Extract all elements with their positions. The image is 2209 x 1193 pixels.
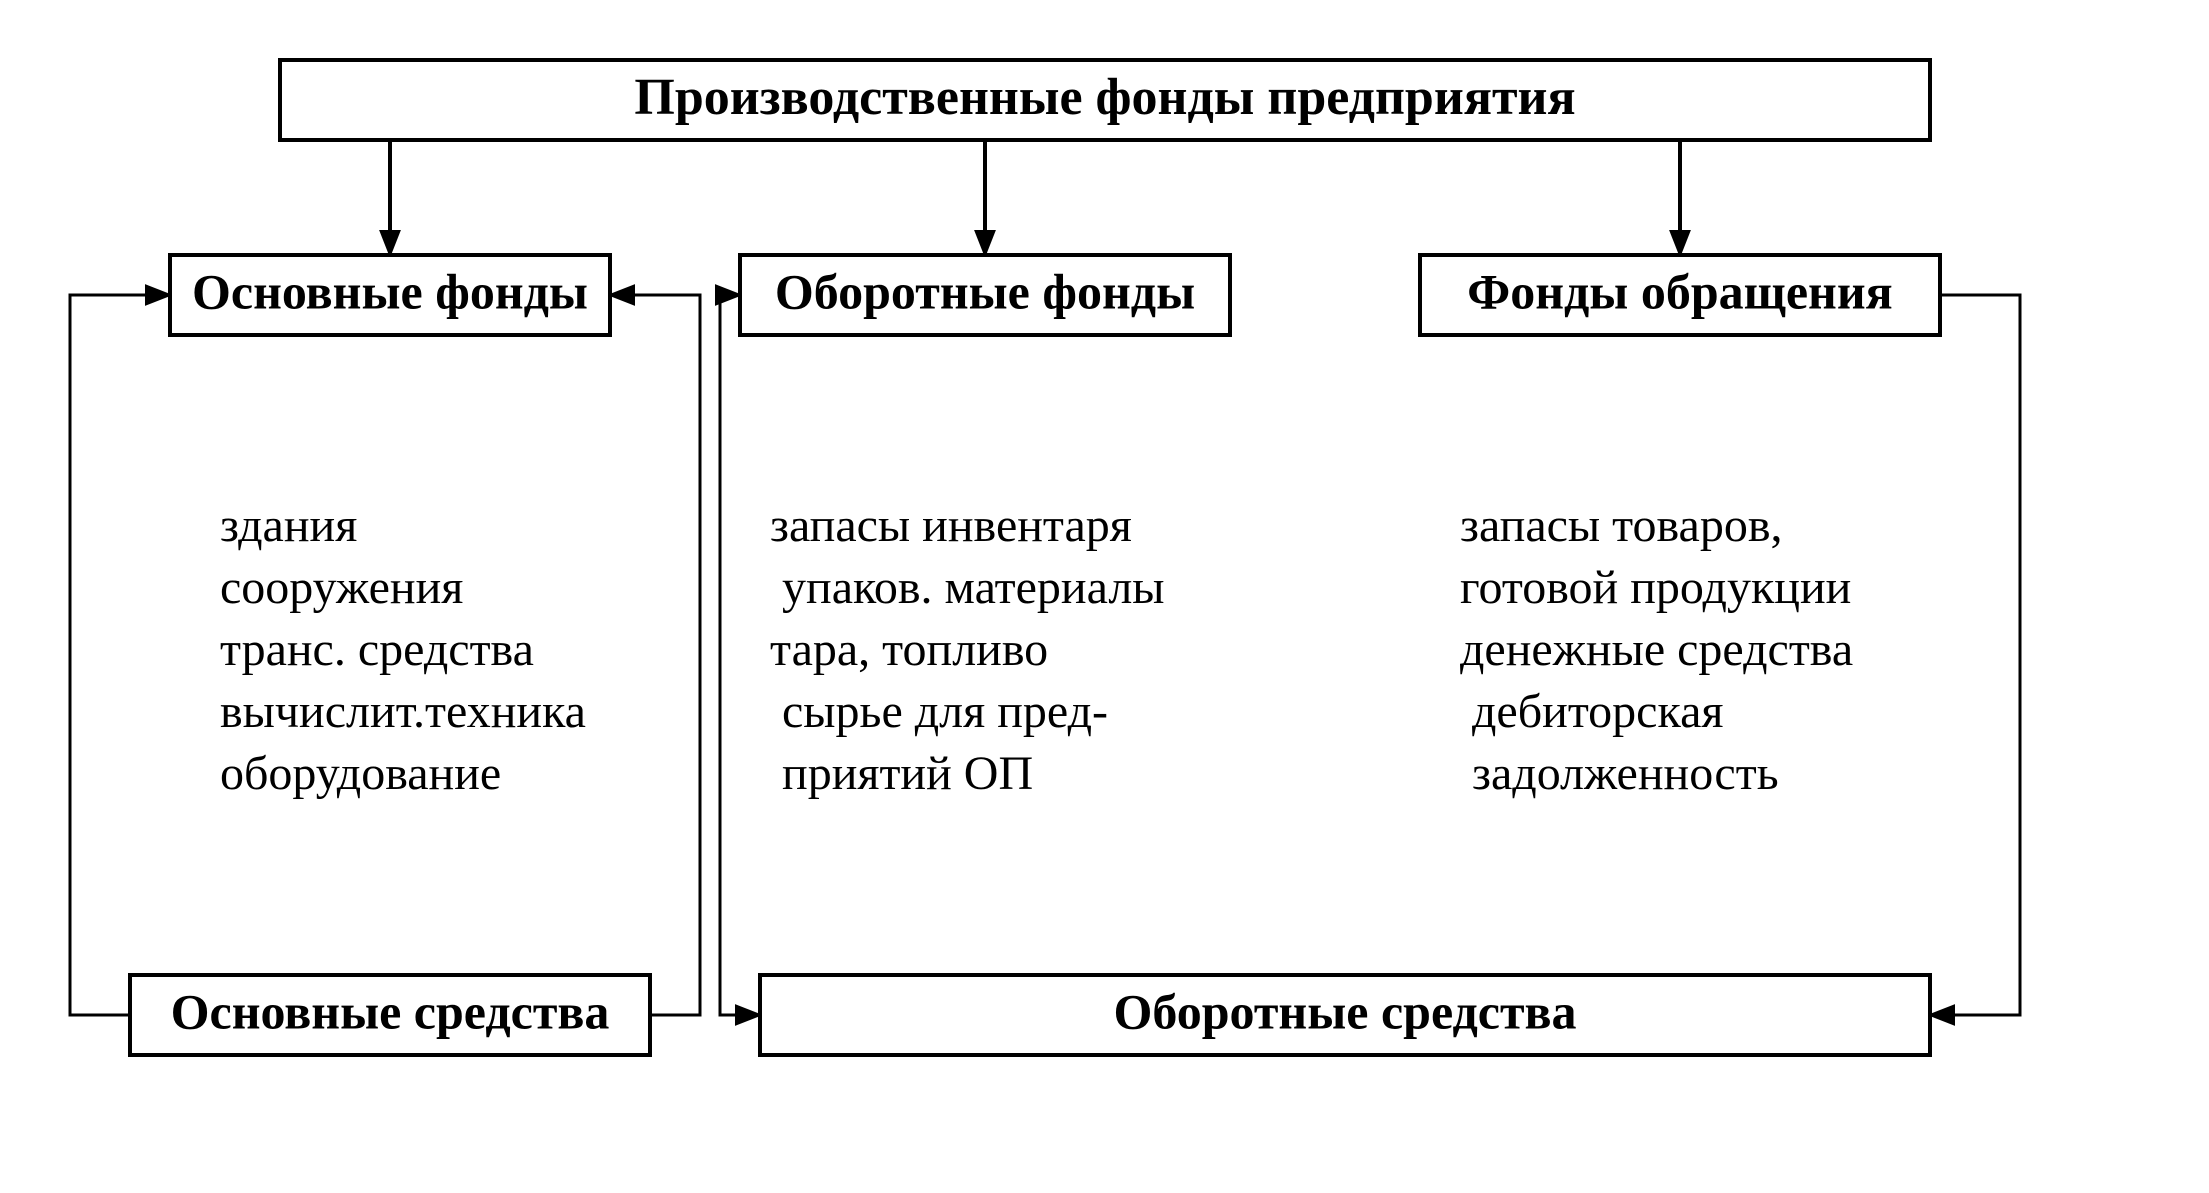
body-text-line: запасы товаров,: [1460, 499, 1783, 552]
body-text-t1: здания сооружения транс. средства вычислит.…: [220, 499, 586, 800]
body-text-line: готовой продукции: [1460, 561, 1851, 614]
body-text-line: вычислит.техника: [220, 685, 586, 738]
body-text-line: задолженность: [1460, 747, 1779, 800]
body-text-line: денежные средства: [1460, 623, 1853, 676]
node-label-c2: Оборотные фонды: [775, 263, 1195, 319]
body-text-line: тара, топливо: [770, 623, 1048, 676]
node-c1: Основные фонды: [170, 255, 610, 335]
edge-e-right-loop: [1930, 295, 2020, 1015]
node-label-root: Производственные фонды предприятия: [634, 69, 1575, 126]
node-label-c1: Основные фонды: [192, 263, 588, 319]
node-label-b2: Оборотные средства: [1113, 983, 1576, 1039]
node-root: Производственные фонды предприятия: [280, 60, 1930, 140]
node-label-c3: Фонды обращения: [1467, 263, 1892, 319]
body-text-line: запасы инвентаря: [770, 499, 1132, 552]
body-text-t2: запасы инвентаря упаков. материалы тара, …: [770, 499, 1165, 800]
node-label-b1: Основные средства: [171, 983, 610, 1039]
body-text-line: сооружения: [220, 561, 463, 614]
node-b1: Основные средства: [130, 975, 650, 1055]
body-text-line: здания: [220, 499, 357, 552]
body-text-line: дебиторская: [1460, 685, 1723, 738]
body-text-line: упаков. материалы: [770, 561, 1165, 614]
body-text-line: приятий ОП: [770, 747, 1033, 800]
body-text-layer: здания сооружения транс. средства вычислит.…: [220, 499, 1853, 800]
node-c3: Фонды обращения: [1420, 255, 1940, 335]
body-text-line: транс. средства: [220, 623, 534, 676]
diagram-canvas: Производственные фонды предприятия Основн…: [0, 0, 2209, 1193]
nodes-layer: Производственные фонды предприятия Основн…: [130, 60, 1940, 1055]
body-text-t3: запасы товаров, готовой продукции денежные…: [1460, 499, 1853, 800]
edge-e-left-loop: [70, 295, 170, 1015]
body-text-line: сырье для пред-: [770, 685, 1108, 738]
node-c2: Оборотные фонды: [740, 255, 1230, 335]
edge-e-b1-up: [610, 295, 700, 1015]
edge-e-c2-down: [720, 295, 760, 1015]
body-text-line: оборудование: [220, 747, 501, 800]
node-b2: Оборотные средства: [760, 975, 1930, 1055]
